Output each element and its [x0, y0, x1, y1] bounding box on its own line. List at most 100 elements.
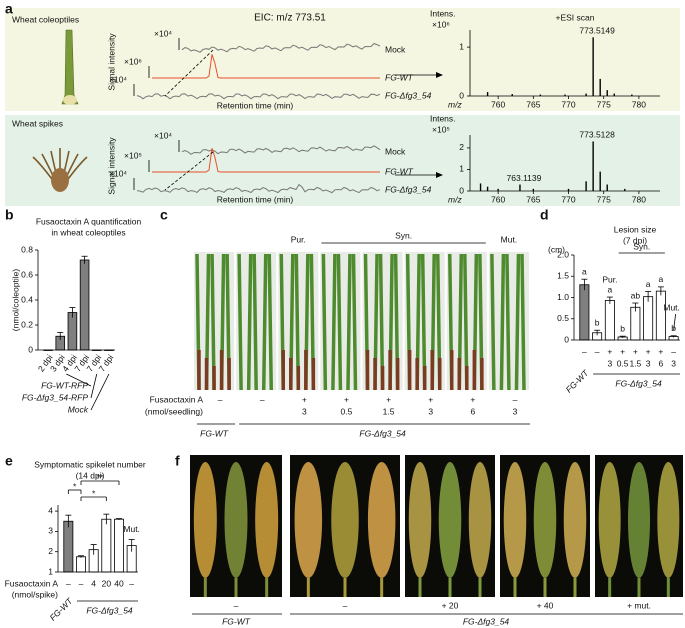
seedling-leaf: [237, 253, 243, 391]
wheat-spike: [224, 462, 248, 578]
trace-name: Mock: [385, 44, 406, 54]
significance-star: *: [92, 488, 96, 498]
treatment-header: Syn.: [395, 230, 412, 240]
seedling-leaf: [261, 253, 268, 391]
group-pointer: [66, 373, 92, 387]
seedling-leaf: [490, 253, 496, 391]
arrow-head: [436, 172, 443, 178]
y-tick-label: 0.5: [557, 313, 569, 323]
chart-title: in wheat coleoptiles: [51, 227, 125, 237]
group-label: FG-WT: [222, 616, 251, 626]
y-tick-label: 4: [48, 505, 53, 515]
sign: –: [260, 394, 265, 404]
x-tick-label: 7 dpi: [97, 353, 116, 374]
x-tick-label: 775: [597, 194, 611, 204]
x-tick-label: 770: [561, 194, 575, 204]
x-axis-label: m/z: [448, 194, 462, 204]
seedling-leaf: [346, 253, 352, 391]
group-label: FG-WT: [200, 428, 229, 438]
row-label: (nmol/seedling): [145, 406, 203, 416]
y-tick-label: 0: [28, 344, 33, 354]
eic-trace: [181, 43, 381, 53]
panel-label: a: [5, 1, 13, 17]
trace-scale: ×10⁴: [109, 168, 127, 178]
sign: –: [513, 394, 518, 404]
group-label: FG-Δfg3_54-RFP: [22, 392, 88, 402]
panel-label: f: [175, 453, 180, 469]
peak-label: 773.5128: [579, 130, 615, 140]
row-label: Fusaoctaxin A: [5, 578, 59, 588]
x-tick-label: 770: [561, 99, 575, 109]
y-tick-label: 2: [459, 142, 464, 152]
wheat-spike: [331, 462, 359, 578]
y-tick-label: 0.6: [21, 269, 33, 279]
seedling-leaf: [499, 253, 506, 391]
wheat-spike: [563, 462, 587, 578]
y-tick-label: 0.2: [21, 319, 33, 329]
treatment: –: [129, 578, 134, 588]
trace-name: FG-WT: [385, 166, 414, 176]
sign: +: [607, 346, 612, 356]
row-label: (nmol/spike): [12, 589, 58, 599]
y-tick-label: 0: [459, 185, 464, 195]
wheat-spike: [468, 462, 492, 578]
x-tick-label: 780: [632, 99, 646, 109]
group-label: Mock: [68, 404, 89, 414]
wheat-spike: [367, 462, 396, 578]
sign: +: [470, 394, 475, 404]
seedling-leaf: [505, 253, 511, 391]
tissue-label: Wheat spikes: [12, 118, 63, 128]
amount: 1.5: [383, 406, 395, 416]
group-label: FG-WT: [48, 595, 75, 622]
x-tick-label: 765: [526, 99, 540, 109]
eic-trace: [181, 145, 381, 155]
y-tick-label: 1.5: [557, 271, 569, 281]
treatment-header: Mut.: [501, 234, 518, 244]
scan-mode: +ESI scan: [556, 12, 595, 22]
y-scale: ×10⁶: [432, 19, 450, 29]
seedling-leaf: [514, 253, 521, 391]
sign: +: [646, 346, 651, 356]
panel-a-top-bg: [5, 8, 680, 111]
mut-pointer: [673, 313, 677, 331]
y-tick-label: 3: [48, 526, 53, 536]
treatment: + mut.: [627, 600, 651, 610]
amount: 3: [513, 406, 518, 416]
treatment: –: [66, 578, 71, 588]
sign: –: [218, 394, 223, 404]
dashed-guide: [164, 49, 214, 97]
x-axis-label: m/z: [448, 99, 462, 109]
trace-scale: ×10⁴: [154, 28, 172, 38]
seedling-leaf: [331, 253, 337, 391]
bar: [630, 306, 641, 341]
y-tick-label: 1.0: [557, 292, 569, 302]
amount: 1.5: [629, 358, 641, 368]
bar: [76, 556, 86, 573]
wheat-spike: [533, 462, 557, 578]
chart-title: Lesion size: [614, 224, 657, 234]
y-axis-label: Intens.: [430, 8, 456, 18]
treatment-header: Mut.: [663, 302, 680, 312]
treatment: 20: [102, 578, 112, 588]
dashed-guide: [164, 151, 214, 191]
treatment: + 20: [442, 600, 459, 610]
wheat-spike: [438, 462, 462, 578]
amount: 0.5: [617, 358, 629, 368]
bar: [643, 296, 654, 341]
chart-title: Fusaoctaxin A quantification: [36, 216, 142, 226]
treatment: –: [79, 578, 84, 588]
x-tick-label: 760: [491, 194, 505, 204]
wheat-spike: [408, 462, 432, 578]
significance-letter: a: [646, 279, 651, 289]
bar: [67, 312, 78, 351]
treatment: –: [343, 600, 348, 610]
seedling-leaf: [336, 253, 343, 391]
wheat-spike: [294, 462, 323, 578]
amount: 6: [470, 406, 475, 416]
amount: 3: [302, 406, 307, 416]
amount: 6: [659, 358, 664, 368]
treatment-header: Syn.: [633, 241, 650, 251]
amount: 3: [428, 406, 433, 416]
wheat-spike: [598, 462, 621, 578]
